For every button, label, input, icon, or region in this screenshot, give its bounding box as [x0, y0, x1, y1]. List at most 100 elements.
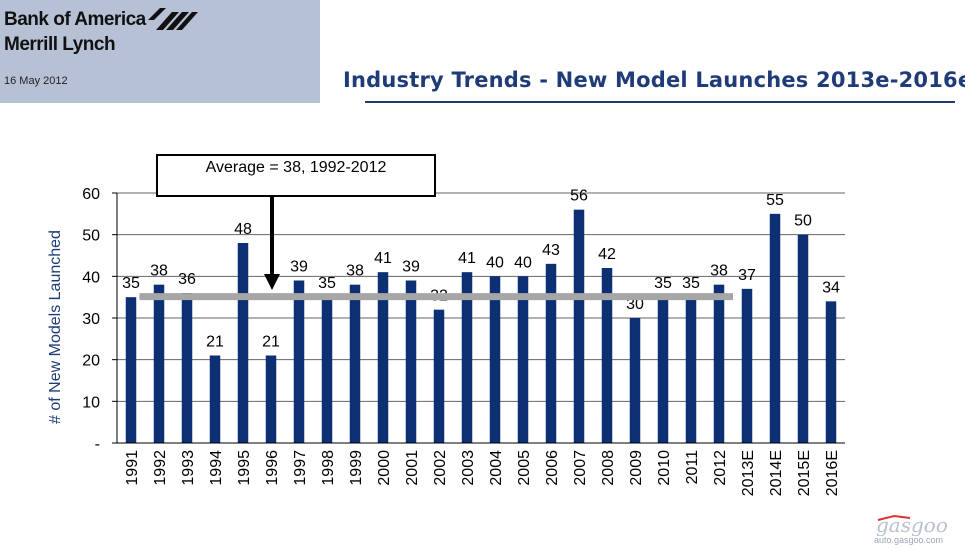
bank-of-america-flag-logo-icon	[148, 8, 198, 30]
bar	[153, 284, 165, 443]
axes: - 10 20 30 40 50 60 1991 1992 1993 1994 1995 1996 199…	[82, 186, 845, 496]
bar	[265, 355, 277, 443]
x-tick-label: 2002	[432, 450, 449, 486]
data-label: 39	[290, 259, 308, 276]
x-tick-label: 1993	[180, 450, 197, 486]
average-callout-arrow	[264, 274, 280, 290]
page-title: Industry Trends - New Model Launches 201…	[343, 68, 965, 92]
data-label: 21	[206, 334, 224, 351]
bar	[573, 209, 585, 443]
data-label: 55	[766, 192, 784, 209]
bar	[405, 280, 417, 443]
bar	[181, 293, 193, 443]
bar	[601, 268, 613, 443]
y-tick-label: -	[95, 436, 100, 453]
average-callout-text: Average = 38, 1992-2012	[206, 159, 387, 176]
bar	[797, 234, 809, 443]
data-label: 56	[570, 188, 588, 205]
data-label: 35	[682, 275, 700, 292]
x-tick-label: 2010	[656, 450, 673, 486]
bar	[657, 297, 669, 443]
x-tick-label: 2015E	[796, 450, 813, 496]
x-tick-label: 2009	[628, 450, 645, 486]
bar	[433, 309, 445, 443]
bar	[237, 243, 249, 443]
x-tick-label: 2014E	[768, 450, 785, 496]
watermark-text: auto.gasgoo.com	[874, 535, 944, 545]
bar	[685, 297, 697, 443]
y-tick-label: 20	[82, 353, 100, 370]
x-tick-label: 1998	[320, 450, 337, 486]
bar	[349, 284, 361, 443]
data-label: 41	[374, 250, 392, 267]
header-panel: Bank of America Merrill Lynch 16 May 201…	[0, 0, 320, 103]
data-label: 48	[234, 221, 252, 238]
x-tick-label: 2004	[488, 450, 505, 486]
x-tick-label: 2008	[600, 450, 617, 486]
brand-subname: Merrill Lynch	[4, 34, 116, 55]
bar	[517, 276, 529, 443]
bar	[209, 355, 221, 443]
x-tick-label: 1995	[236, 450, 253, 486]
x-tick-label: 2005	[516, 450, 533, 486]
y-tick-label: 50	[82, 228, 100, 245]
x-tick-label: 1994	[208, 450, 225, 486]
bar	[713, 284, 725, 443]
y-axis-label: # of New Models Launched	[47, 230, 64, 424]
y-tick-label: 60	[82, 186, 100, 203]
x-tick-label: 2001	[404, 450, 421, 486]
bar	[461, 272, 473, 443]
bar	[769, 213, 781, 443]
data-label: 42	[598, 246, 616, 263]
data-label: 43	[542, 242, 560, 259]
data-label: 35	[654, 275, 672, 292]
bar	[825, 301, 837, 443]
x-tick-label: 1999	[348, 450, 365, 486]
bar	[377, 272, 389, 443]
x-tick-label: 2011	[684, 450, 701, 485]
x-tick-label: 2003	[460, 450, 477, 486]
x-tick-label: 2012	[712, 450, 729, 486]
x-tick-label: 1992	[152, 450, 169, 486]
data-label: 39	[402, 259, 420, 276]
x-tick-label: 2013E	[740, 450, 757, 496]
average-callout: Average = 38, 1992-2012	[156, 154, 436, 290]
data-label: 38	[150, 263, 168, 280]
y-tick-label: 30	[82, 311, 100, 328]
data-labels: 3538362148213935384139324140404356423035…	[122, 188, 840, 351]
x-tick-label: 1996	[264, 450, 281, 486]
bar	[321, 297, 333, 443]
data-label: 35	[122, 275, 140, 292]
data-label: 21	[262, 334, 280, 351]
svg-text:gasgoo: gasgoo	[876, 513, 948, 536]
bar	[489, 276, 501, 443]
title-underline	[365, 101, 955, 103]
data-label: 50	[794, 213, 812, 230]
bars	[125, 209, 837, 443]
y-tick-label: 10	[82, 394, 100, 411]
bar	[545, 263, 557, 443]
data-label: 40	[514, 254, 532, 271]
data-label: 36	[178, 271, 196, 288]
data-label: 40	[486, 254, 504, 271]
data-label: 30	[626, 296, 644, 313]
report-date: 16 May 2012	[4, 75, 68, 87]
bar	[629, 318, 641, 443]
x-tick-label: 2006	[544, 450, 561, 486]
data-label: 34	[822, 279, 840, 296]
data-label: 35	[318, 275, 336, 292]
data-label: 41	[458, 250, 476, 267]
data-label: 38	[710, 263, 728, 280]
data-label: 38	[346, 263, 364, 280]
x-tick-label: 1991	[124, 450, 141, 486]
gasgoo-logo-icon: gasgoo	[876, 513, 948, 536]
data-label: 37	[738, 267, 756, 284]
x-tick-label: 2000	[376, 450, 393, 486]
x-tick-label: 2007	[572, 450, 589, 486]
y-tick-label: 40	[82, 269, 100, 286]
x-tick-label: 2016E	[824, 450, 841, 496]
x-tick-label: 1997	[292, 450, 309, 486]
bar	[741, 288, 753, 443]
bar	[293, 280, 305, 443]
